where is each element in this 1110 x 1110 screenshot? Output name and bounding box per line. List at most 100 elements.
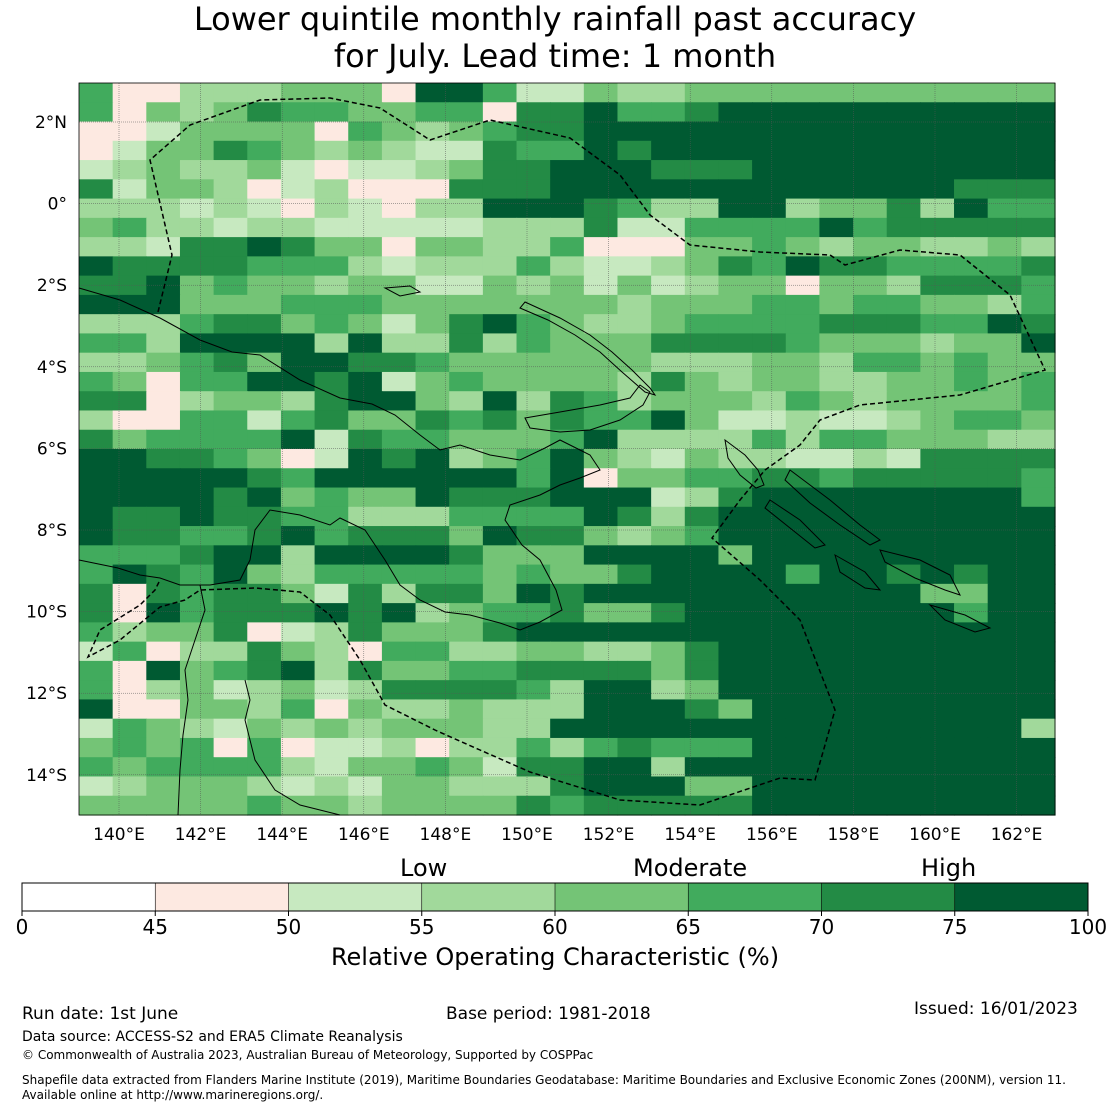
grid-cell: [583, 352, 619, 373]
grid-cell: [617, 256, 652, 277]
grid-cell: [651, 660, 686, 681]
colorbar: 0 45 50 55 60 65 70 75 100: [16, 882, 1107, 939]
grid-cell: [1021, 757, 1056, 778]
grid-cell: [920, 776, 955, 797]
colorbar-tick-label: 45: [143, 915, 168, 939]
grid-cell: [718, 468, 753, 489]
grid-cell: [987, 217, 1022, 238]
grid-cell: [314, 468, 349, 489]
grid-cell: [348, 198, 383, 219]
grid-cell: [449, 583, 484, 604]
grid-cell: [482, 140, 518, 161]
colorbar-tick-label: 55: [409, 915, 434, 939]
grid-cell: [954, 795, 989, 816]
grid-cell: [853, 314, 888, 335]
grid-cell: [987, 641, 1022, 662]
grid-cell: [920, 294, 955, 315]
grid-cell: [314, 371, 349, 392]
grid-cell: [314, 140, 349, 161]
grid-cell: [179, 429, 215, 450]
grid-cell: [482, 333, 518, 354]
longitude-tick-label: 156°E: [746, 825, 798, 845]
grid-cell: [415, 294, 450, 315]
grid-cell: [583, 583, 619, 604]
grid-cell: [112, 776, 147, 797]
grid-cell: [112, 256, 147, 277]
grid-cell: [213, 314, 248, 335]
grid-cell: [247, 641, 282, 662]
grid-cell: [752, 564, 787, 585]
grid-cell: [482, 256, 518, 277]
grid-cell: [79, 660, 114, 681]
grid-cell: [819, 217, 854, 238]
grid-cell: [112, 757, 147, 778]
grid-cell: [146, 275, 181, 296]
grid-cell: [617, 718, 652, 739]
grid-cell: [449, 737, 484, 758]
grid-cell: [516, 237, 551, 257]
grid-cell: [718, 487, 753, 508]
grid-cell: [752, 718, 787, 739]
grid-cell: [516, 468, 551, 489]
longitude-tick-label: 146°E: [338, 825, 390, 845]
grid-cell: [449, 526, 484, 546]
grid-cell: [684, 545, 720, 566]
grid-cell: [550, 333, 585, 354]
grid-cell: [718, 275, 753, 296]
grid-cell: [247, 391, 282, 412]
grid-cell: [314, 83, 349, 103]
grid-cell: [482, 352, 518, 373]
grid-cell: [280, 160, 316, 180]
grid-cell: [617, 121, 652, 142]
grid-cell: [987, 680, 1022, 701]
grid-cell: [213, 680, 248, 701]
grid-cell: [280, 526, 316, 546]
grid-cell: [280, 506, 316, 527]
grid-cell: [617, 179, 652, 200]
grid-cell: [853, 641, 888, 662]
colorbar-segment: [954, 883, 1088, 911]
grid-cell: [381, 699, 417, 720]
grid-cell: [79, 160, 114, 180]
grid-cell: [550, 449, 585, 469]
grid-cell: [920, 237, 955, 257]
grid-cell: [146, 487, 181, 508]
solomon-islands-coastline-3: [879, 549, 961, 596]
grid-cell: [651, 275, 686, 296]
grid-cell: [987, 487, 1022, 508]
grid-cell: [314, 449, 349, 469]
grid-cell: [920, 680, 955, 701]
grid-cell: [449, 275, 484, 296]
grid-cell: [146, 314, 181, 335]
grid-cell: [550, 198, 585, 219]
bougainville-coastline: [724, 438, 765, 489]
grid-cell: [718, 102, 753, 123]
grid-cell: [785, 583, 821, 604]
grid-cell: [920, 526, 955, 546]
grid-cell: [280, 333, 316, 354]
grid-cell: [247, 680, 282, 701]
grid-cell: [348, 410, 383, 431]
grid-cell: [146, 468, 181, 489]
grid-cell: [449, 776, 484, 797]
grid-cell: [954, 237, 989, 257]
grid-cell: [920, 795, 955, 816]
grid-cell: [79, 371, 114, 392]
grid-cell: [954, 680, 989, 701]
solomon-islands-coastline-2: [764, 499, 826, 549]
grid-cell: [617, 526, 652, 546]
grid-cell: [381, 429, 417, 450]
grid-cell: [112, 391, 147, 412]
grid-cell: [79, 140, 114, 161]
grid-cell: [853, 718, 888, 739]
grid-cell: [954, 314, 989, 335]
grid-cell: [886, 352, 921, 373]
grid-cell: [617, 487, 652, 508]
grid-cell: [213, 83, 248, 103]
grid-cell: [112, 680, 147, 701]
grid-cell: [314, 314, 349, 335]
grid-cell: [550, 641, 585, 662]
grid-cell: [1021, 333, 1056, 354]
grid-cell: [348, 545, 383, 566]
grid-cell: [247, 217, 282, 238]
